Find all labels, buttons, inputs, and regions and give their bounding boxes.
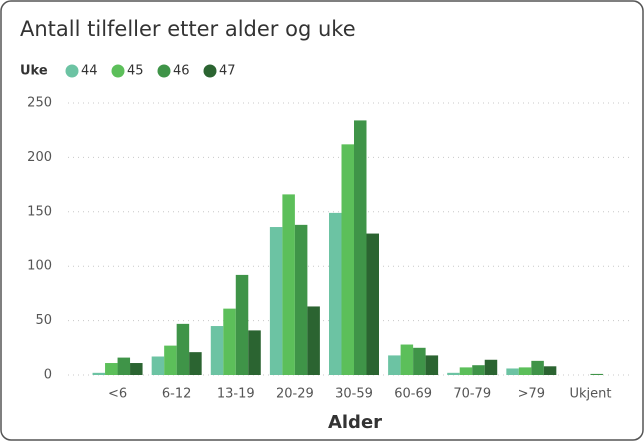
bar — [447, 372, 460, 375]
bar — [366, 233, 379, 375]
bar — [413, 347, 426, 375]
bar — [506, 368, 519, 375]
bar — [341, 144, 354, 375]
bar — [294, 224, 308, 375]
x-axis-title: Alder — [328, 412, 382, 433]
bar — [472, 365, 485, 375]
bar — [151, 356, 165, 375]
y-tick-label: 100 — [27, 259, 52, 274]
bar — [130, 363, 143, 375]
legend-marker — [65, 64, 79, 78]
bar — [425, 355, 439, 375]
bar — [388, 355, 401, 375]
bar — [269, 227, 283, 375]
bar — [210, 326, 224, 375]
y-tick-label: 50 — [35, 313, 52, 328]
bar — [354, 120, 367, 376]
bar — [92, 372, 106, 375]
bar — [329, 212, 342, 375]
bar — [484, 359, 498, 375]
legend-marker — [203, 64, 217, 78]
bar — [459, 367, 473, 375]
legend-marker — [111, 64, 125, 78]
y-tick-label: 150 — [27, 204, 52, 219]
x-tick-label: 13-19 — [217, 387, 255, 402]
x-tick-label: 6-12 — [162, 387, 192, 402]
bar — [164, 345, 177, 375]
chart-title: Antall tilfeller etter alder og uke — [20, 17, 356, 41]
y-tick-label: 250 — [27, 96, 52, 111]
legend-label: 46 — [173, 64, 190, 79]
bar — [531, 360, 544, 375]
bar — [282, 194, 295, 375]
bar — [518, 367, 532, 375]
bar — [176, 323, 190, 375]
bar — [105, 363, 118, 375]
x-tick-label: 20-29 — [276, 387, 314, 402]
bar — [543, 366, 557, 375]
legend-label: 45 — [127, 64, 144, 79]
x-tick-label: 30-59 — [335, 387, 373, 402]
x-tick-label: Ukjent — [569, 387, 611, 402]
x-tick-label: 70-79 — [453, 387, 491, 402]
legend-marker — [157, 64, 171, 78]
x-tick-label: 60-69 — [394, 387, 432, 402]
bar — [235, 274, 249, 375]
bar — [117, 357, 131, 375]
x-tick-label: >79 — [518, 387, 545, 402]
bar — [590, 373, 603, 375]
bar — [189, 352, 202, 375]
x-tick-label: <6 — [108, 387, 127, 402]
bar — [223, 308, 236, 375]
bar — [400, 344, 414, 375]
bar — [307, 306, 320, 375]
legend-label: 44 — [81, 64, 98, 79]
legend-label: 47 — [219, 64, 236, 79]
legend-title: Uke — [20, 64, 48, 79]
y-tick-label: 200 — [27, 150, 52, 165]
y-tick-label: 0 — [44, 368, 52, 383]
bar — [248, 330, 261, 375]
